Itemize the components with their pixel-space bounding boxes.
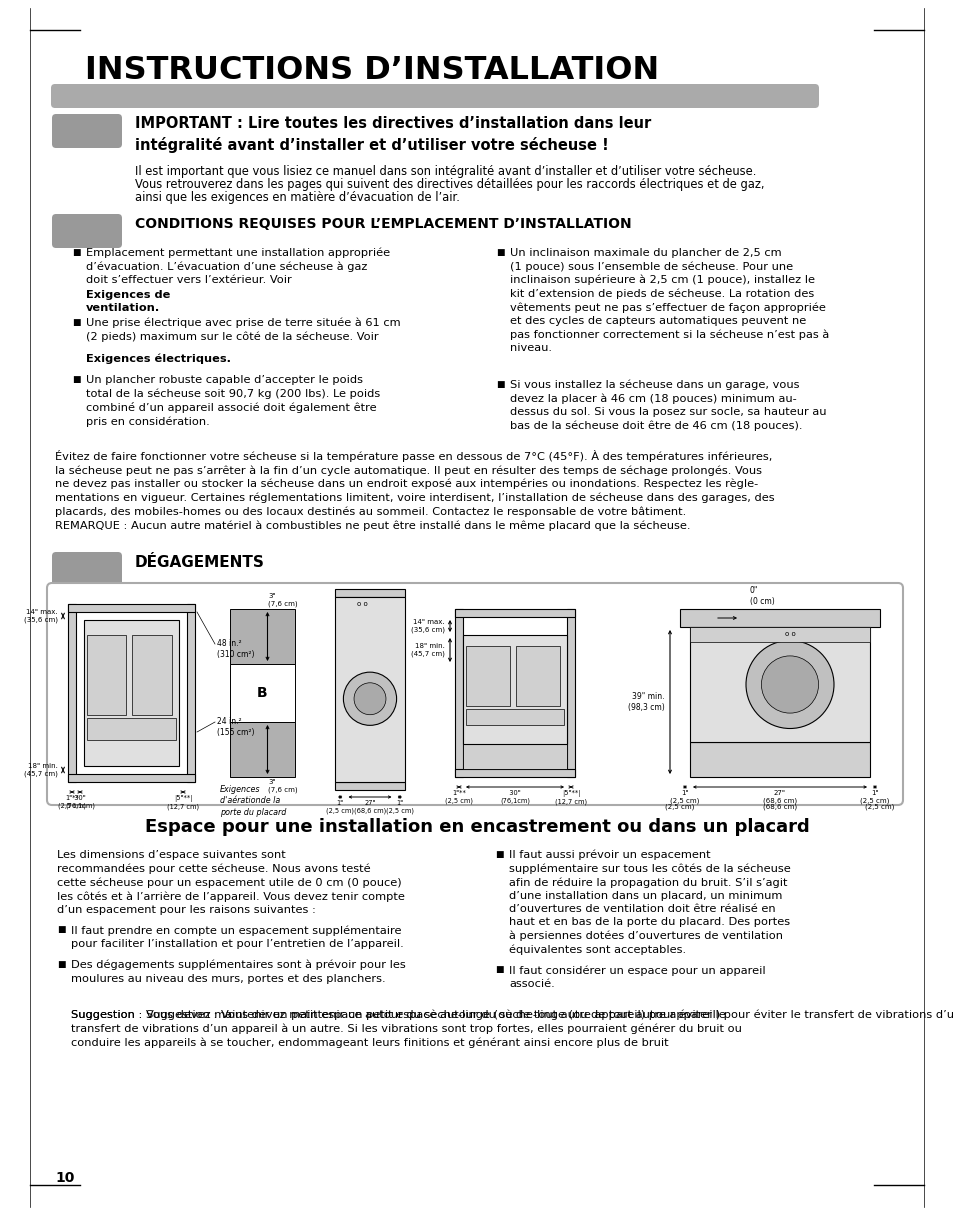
Text: 0"
(0 cm): 0" (0 cm): [749, 586, 774, 606]
Text: Exigences électriques.: Exigences électriques.: [86, 354, 231, 363]
Bar: [689, 742, 869, 778]
Text: 1"
(2,5 cm): 1" (2,5 cm): [860, 790, 889, 804]
Bar: [335, 782, 405, 790]
Text: Des dégagements supplémentaires sont à prévoir pour les
moulures au niveau des m: Des dégagements supplémentaires sont à p…: [71, 960, 405, 983]
Bar: [566, 609, 575, 778]
Text: ainsi que les exigences en matière d’évacuation de l’air.: ainsi que les exigences en matière d’éva…: [135, 191, 459, 204]
Bar: [465, 646, 510, 706]
Bar: [230, 722, 294, 778]
Text: (2,5 cm): (2,5 cm): [664, 803, 694, 809]
Text: 14" max.
(35,6 cm): 14" max. (35,6 cm): [24, 609, 58, 623]
Text: Évitez de faire fonctionner votre sécheuse si la température passe en dessous de: Évitez de faire fonctionner votre sécheu…: [55, 450, 774, 531]
Bar: [455, 609, 575, 617]
Text: Il faut considérer un espace pour un appareil
associé.: Il faut considérer un espace pour un app…: [509, 965, 765, 989]
Bar: [689, 627, 869, 642]
Text: B: B: [257, 686, 268, 700]
Text: Exigences
d'aérationde la
porte du placard: Exigences d'aérationde la porte du placa…: [220, 785, 286, 816]
Text: 14" max.
(35,6 cm): 14" max. (35,6 cm): [411, 618, 444, 633]
Text: 39" min.
(98,3 cm): 39" min. (98,3 cm): [628, 691, 664, 712]
Text: Les dimensions d’espace suivantes sont
recommandées pour cette sécheuse. Nous av: Les dimensions d’espace suivantes sont r…: [57, 850, 404, 915]
Text: 1"
(2,5 cm): 1" (2,5 cm): [670, 790, 699, 804]
Bar: [68, 774, 194, 782]
Text: |5"**|
(12,7 cm): |5"**| (12,7 cm): [167, 795, 199, 810]
Text: 48 in.²
(310 cm²): 48 in.² (310 cm²): [216, 639, 254, 660]
Text: o o: o o: [783, 631, 795, 637]
Text: (2,5 cm): (2,5 cm): [864, 803, 894, 809]
Bar: [87, 718, 175, 740]
Bar: [462, 744, 566, 769]
Text: 27"
(68,6 cm): 27" (68,6 cm): [762, 790, 796, 804]
Text: ■: ■: [496, 248, 504, 258]
Text: ■: ■: [71, 248, 80, 258]
Circle shape: [343, 672, 396, 725]
Text: 18" min.
(45,7 cm): 18" min. (45,7 cm): [24, 763, 58, 778]
Text: Suggestion : Vous devez maintenir un petit espace autour du sèche-linge (ou de t: Suggestion : Vous devez maintenir un pet…: [71, 1010, 741, 1049]
Bar: [335, 597, 405, 782]
Text: Emplacement permettant une installation appropriée
d’évacuation. L’évacuation d’: Emplacement permettant une installation …: [86, 248, 390, 286]
Text: ■: ■: [496, 380, 504, 389]
Text: DÉGAGEMENTS: DÉGAGEMENTS: [135, 555, 265, 570]
Text: ■: ■: [57, 925, 66, 934]
Bar: [335, 589, 405, 597]
Bar: [68, 604, 76, 782]
Bar: [230, 665, 294, 722]
Text: INSTRUCTIONS D’INSTALLATION: INSTRUCTIONS D’INSTALLATION: [85, 55, 659, 86]
Text: 1"
(2,5 cm): 1" (2,5 cm): [385, 799, 414, 814]
Bar: [455, 609, 462, 778]
Text: 1"
(2,5 cm): 1" (2,5 cm): [326, 799, 354, 814]
Text: ■: ■: [495, 850, 503, 859]
Bar: [84, 620, 179, 765]
Text: Exigences de
ventilation.: Exigences de ventilation.: [86, 290, 171, 313]
Bar: [465, 708, 563, 725]
FancyBboxPatch shape: [52, 114, 122, 148]
Text: 24 in.²
(155 cm²): 24 in.² (155 cm²): [216, 717, 254, 738]
Text: Un inclinaison maximale du plancher de 2,5 cm
(1 pouce) sous l’ensemble de séche: Un inclinaison maximale du plancher de 2…: [510, 248, 828, 352]
Text: 3"
(7,6 cm): 3" (7,6 cm): [268, 779, 297, 793]
Text: ■: ■: [71, 318, 80, 327]
Circle shape: [760, 656, 818, 713]
Text: 3"
(7,6 cm): 3" (7,6 cm): [268, 593, 297, 608]
Text: Vous retrouverez dans les pages qui suivent des directives détaillées pour les r: Vous retrouverez dans les pages qui suiv…: [135, 179, 763, 191]
FancyBboxPatch shape: [47, 583, 902, 806]
Text: ■: ■: [57, 960, 66, 970]
Bar: [230, 609, 294, 665]
Text: (68,6 cm): (68,6 cm): [762, 803, 796, 809]
Text: 1"**
(2,5 cm): 1"** (2,5 cm): [444, 790, 473, 804]
Text: |5"**|
(12,7 cm): |5"**| (12,7 cm): [555, 790, 586, 806]
Text: IMPORTANT : Lire toutes les directives d’installation dans leur
intégralité avan: IMPORTANT : Lire toutes les directives d…: [135, 115, 651, 153]
Text: Il faut aussi prévoir un espacement
supplémentaire sur tous les côtés de la séch: Il faut aussi prévoir un espacement supp…: [509, 850, 790, 955]
Circle shape: [745, 640, 833, 729]
Text: CONDITIONS REQUISES POUR L’EMPLACEMENT D’INSTALLATION: CONDITIONS REQUISES POUR L’EMPLACEMENT D…: [135, 217, 631, 231]
Bar: [187, 604, 194, 782]
Circle shape: [354, 683, 386, 714]
Bar: [462, 635, 566, 744]
Text: Suggestion : Suggestion : Vous devez maintenir un petit espace autour du sèche-l: Suggestion : Suggestion : Vous devez mai…: [71, 1010, 953, 1021]
Bar: [455, 769, 575, 778]
Text: Si vous installez la sécheuse dans un garage, vous
devez la placer à 46 cm (18 p: Si vous installez la sécheuse dans un ga…: [510, 380, 825, 431]
Text: Une prise électrique avec prise de terre située à 61 cm
(2 pieds) maximum sur le: Une prise électrique avec prise de terre…: [86, 318, 400, 355]
FancyBboxPatch shape: [51, 84, 818, 108]
Text: 30"   
(76,1cm): 30" (76,1cm): [65, 795, 95, 809]
Text: 18" min.
(45,7 cm): 18" min. (45,7 cm): [411, 643, 444, 657]
Text: ■: ■: [495, 965, 503, 974]
Text: Il faut prendre en compte un espacement supplémentaire
pour faciliter l’installa: Il faut prendre en compte un espacement …: [71, 925, 403, 949]
Text: 1"**
(2,5 cm): 1"** (2,5 cm): [58, 795, 86, 809]
Bar: [132, 634, 172, 714]
Text: 10: 10: [55, 1171, 74, 1185]
Bar: [87, 634, 127, 714]
Text: ■: ■: [71, 375, 80, 384]
Text: Espace pour une installation en encastrement ou dans un placard: Espace pour une installation en encastre…: [145, 818, 808, 836]
FancyBboxPatch shape: [52, 552, 122, 586]
Bar: [679, 609, 879, 627]
Text: 30"   
(76,1cm): 30" (76,1cm): [499, 790, 530, 804]
Bar: [516, 646, 559, 706]
Text: Un plancher robuste capable d’accepter le poids
total de la sécheuse soit 90,7 k: Un plancher robuste capable d’accepter l…: [86, 375, 380, 426]
Text: Il est important que vous lisiez ce manuel dans son intégralité avant d’installe: Il est important que vous lisiez ce manu…: [135, 165, 756, 179]
Text: 27"
(68,6 cm): 27" (68,6 cm): [354, 799, 386, 814]
Bar: [68, 604, 194, 612]
Text: o o: o o: [356, 601, 367, 608]
FancyBboxPatch shape: [52, 214, 122, 248]
Bar: [689, 627, 869, 742]
